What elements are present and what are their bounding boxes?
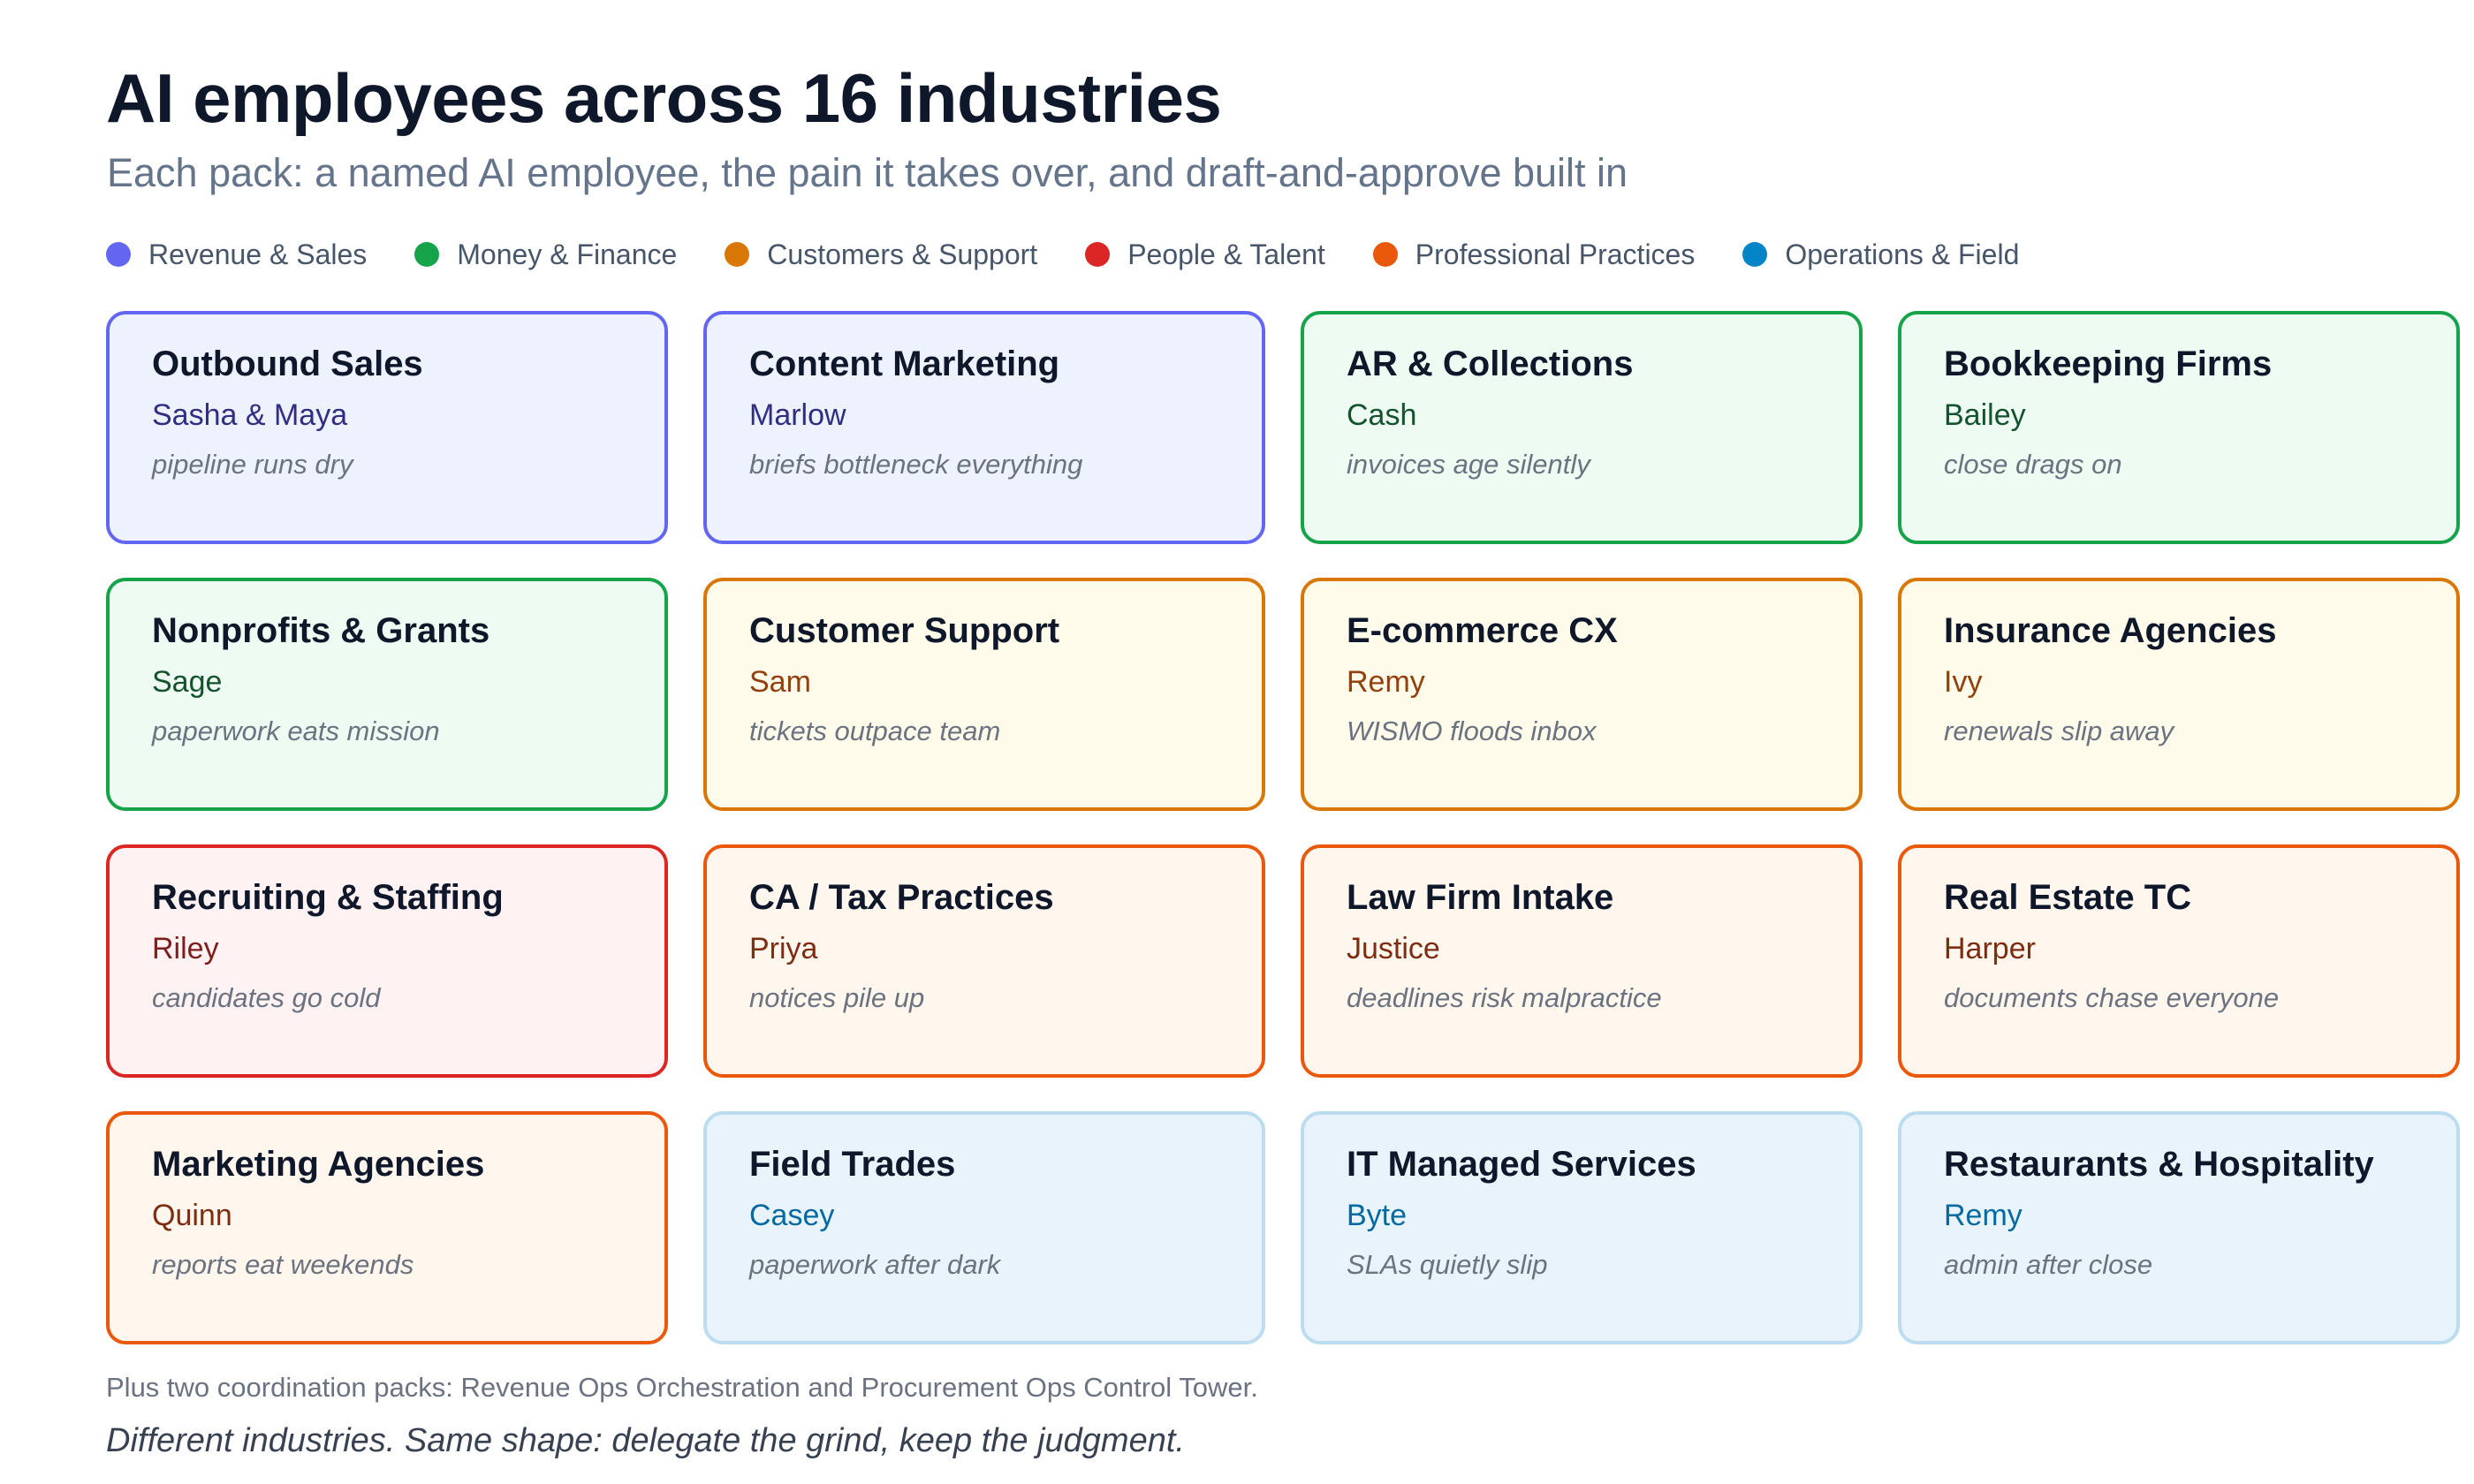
card-pain: candidates go cold — [152, 981, 381, 1013]
legend-item: Revenue & Sales — [106, 238, 367, 271]
page-title: AI employees across 16 industries — [106, 59, 1222, 137]
legend-label: Customers & Support — [767, 238, 1038, 270]
card-employee-name: Remy — [1347, 665, 1425, 699]
legend-label: People & Talent — [1127, 238, 1325, 270]
card-pain: close drags on — [1944, 448, 2122, 480]
industry-card: AR & Collections Cash invoices age silentl… — [1301, 311, 1863, 544]
card-employee-name: Casey — [749, 1199, 835, 1232]
card-employee-name: Marlow — [749, 398, 846, 432]
industry-card: CA / Tax Practices Priya notices pile up — [703, 844, 1265, 1078]
card-pain: pipeline runs dry — [152, 448, 353, 480]
card-pain: documents chase everyone — [1944, 981, 2280, 1013]
legend-dot-icon — [1742, 242, 1768, 267]
card-pain: paperwork eats mission — [152, 715, 440, 746]
legend-dot-icon — [725, 242, 750, 267]
card-employee-name: Quinn — [152, 1199, 232, 1232]
footnote: Plus two coordination packs: Revenue Ops… — [106, 1372, 1258, 1403]
card-title: Outbound Sales — [152, 344, 423, 383]
card-title: Nonprofits & Grants — [152, 611, 490, 650]
card-title: Content Marketing — [749, 344, 1060, 383]
card-employee-name: Remy — [1944, 1199, 2022, 1232]
card-pain: admin after close — [1944, 1248, 2153, 1280]
tagline: Different industries. Same shape: delega… — [106, 1422, 1185, 1459]
legend: Revenue & Sales Money & Finance Customers … — [106, 237, 2067, 272]
industry-card: Customer Support Sam tickets outpace team — [703, 578, 1265, 811]
legend-label: Operations & Field — [1785, 238, 2020, 270]
card-employee-name: Justice — [1347, 932, 1440, 965]
industry-card: Real Estate TC Harper documents chase ever… — [1898, 844, 2460, 1078]
card-pain: WISMO floods inbox — [1347, 715, 1597, 746]
card-title: E-commerce CX — [1347, 611, 1618, 650]
card-employee-name: Priya — [749, 932, 818, 965]
legend-item: Money & Finance — [414, 238, 677, 271]
card-employee-name: Riley — [152, 932, 219, 965]
card-employee-name: Cash — [1347, 398, 1417, 432]
card-pain: notices pile up — [749, 981, 925, 1013]
card-pain: briefs bottleneck everything — [749, 448, 1083, 480]
card-title: IT Managed Services — [1347, 1145, 1696, 1184]
legend-dot-icon — [106, 242, 131, 267]
card-employee-name: Byte — [1347, 1199, 1408, 1232]
card-employee-name: Sasha & Maya — [152, 398, 348, 432]
industry-grid: Outbound Sales Sasha & Maya pipeline runs … — [106, 311, 2460, 1344]
industry-card: IT Managed Services Byte SLAs quietly slip — [1301, 1111, 1863, 1344]
card-employee-name: Bailey — [1944, 398, 2026, 432]
card-employee-name: Sage — [152, 665, 223, 699]
legend-item: Operations & Field — [1742, 238, 2019, 271]
legend-label: Money & Finance — [457, 238, 678, 270]
page-subtitle: Each pack: a named AI employee, the pain… — [107, 150, 1628, 195]
legend-item: Professional Practices — [1372, 238, 1696, 271]
card-pain: SLAs quietly slip — [1347, 1248, 1548, 1280]
industry-card: Marketing Agencies Quinn reports eat weeke… — [106, 1111, 668, 1344]
card-pain: invoices age silently — [1347, 448, 1590, 480]
legend-label: Revenue & Sales — [148, 238, 368, 270]
card-title: Bookkeeping Firms — [1944, 344, 2273, 383]
card-title: Recruiting & Staffing — [152, 878, 504, 917]
card-pain: renewals slip away — [1944, 715, 2174, 746]
industry-card: Outbound Sales Sasha & Maya pipeline runs … — [106, 311, 668, 544]
industry-card: Content Marketing Marlow briefs bottleneck… — [703, 311, 1265, 544]
legend-dot-icon — [414, 242, 440, 267]
card-employee-name: Ivy — [1944, 665, 1983, 699]
card-employee-name: Harper — [1944, 932, 2036, 965]
card-title: CA / Tax Practices — [749, 878, 1054, 917]
industry-card: Recruiting & Staffing Riley candidates go … — [106, 844, 668, 1078]
card-pain: reports eat weekends — [152, 1248, 414, 1280]
industry-card: Law Firm Intake Justice deadlines risk mal… — [1301, 844, 1863, 1078]
industry-card: Insurance Agencies Ivy renewals slip away — [1898, 578, 2460, 811]
card-employee-name: Sam — [749, 665, 811, 699]
card-title: Marketing Agencies — [152, 1145, 485, 1184]
legend-dot-icon — [1085, 242, 1111, 267]
industry-card: Nonprofits & Grants Sage paperwork eats mi… — [106, 578, 668, 811]
industry-card: Restaurants & Hospitality Remy admin after… — [1898, 1111, 2460, 1344]
industry-card: E-commerce CX Remy WISMO floods inbox — [1301, 578, 1863, 811]
card-title: Real Estate TC — [1944, 878, 2192, 917]
legend-item: Customers & Support — [725, 238, 1037, 271]
legend-dot-icon — [1372, 242, 1398, 267]
card-title: Restaurants & Hospitality — [1944, 1145, 2374, 1184]
card-title: Field Trades — [749, 1145, 956, 1184]
card-pain: deadlines risk malpractice — [1347, 981, 1662, 1013]
legend-item: People & Talent — [1085, 238, 1325, 271]
card-pain: tickets outpace team — [749, 715, 1001, 746]
industry-card: Bookkeeping Firms Bailey close drags on — [1898, 311, 2460, 544]
industry-card: Field Trades Casey paperwork after dark — [703, 1111, 1265, 1344]
card-pain: paperwork after dark — [749, 1248, 1001, 1280]
card-title: Law Firm Intake — [1347, 878, 1614, 917]
card-title: Customer Support — [749, 611, 1060, 650]
legend-label: Professional Practices — [1415, 238, 1696, 270]
card-title: AR & Collections — [1347, 344, 1634, 383]
card-title: Insurance Agencies — [1944, 611, 2277, 650]
